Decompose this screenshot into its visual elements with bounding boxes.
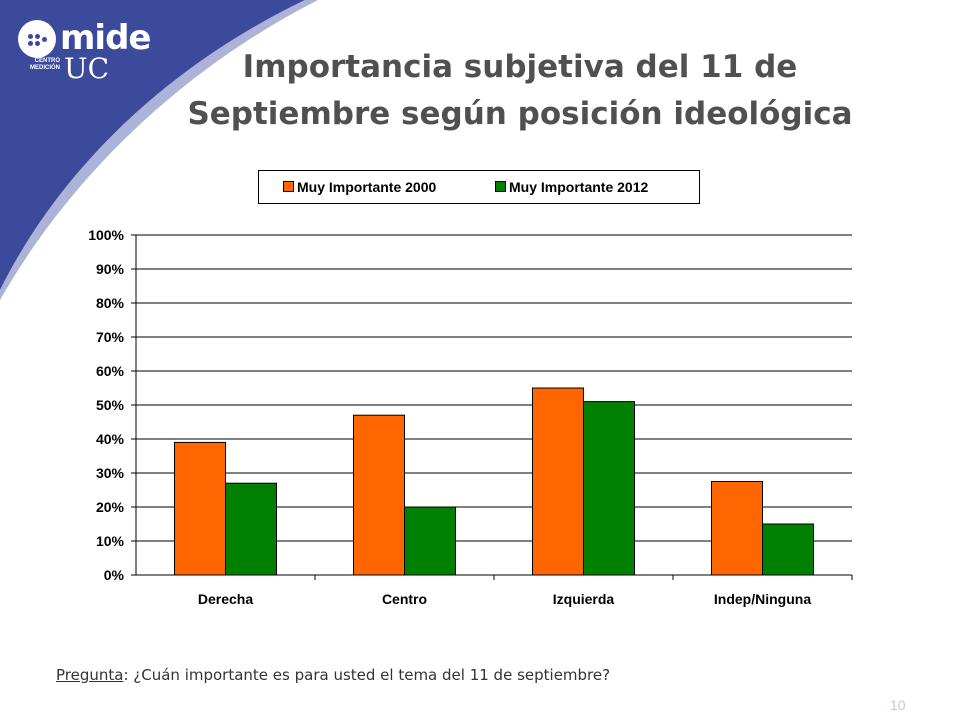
y-tick-label: 10% (96, 533, 125, 549)
legend-item-2012: Muy Importante 2012 (495, 179, 648, 195)
legend-swatch-2012 (495, 181, 506, 192)
bar-2012-izquierda (583, 401, 635, 576)
logo-dots-icon (18, 20, 56, 58)
y-tick-label: 20% (96, 499, 125, 515)
question-body: : ¿Cuán importante es para usted el tema… (123, 666, 611, 684)
y-tick-label: 70% (96, 329, 125, 345)
y-tick-label: 60% (96, 363, 125, 379)
bar-2000-indep-ninguna (711, 481, 763, 576)
y-tick-label: 40% (96, 431, 125, 447)
logo-word: mide (60, 18, 151, 58)
legend-swatch-2000 (283, 181, 294, 192)
question-label: Pregunta (56, 666, 124, 684)
logo-sub: CENTRO MEDICIÓN (30, 58, 60, 71)
bar-2012-centro (404, 506, 456, 576)
bar-2000-centro (353, 414, 405, 576)
y-tick-label: 100% (88, 227, 124, 243)
y-tick-label: 90% (96, 261, 125, 277)
bar-2000-izquierda (532, 387, 584, 576)
x-tick-label: Centro (382, 591, 427, 607)
legend-label-2000: Muy Importante 2000 (297, 179, 437, 195)
logo-uc: UC (64, 52, 110, 85)
page-number: 10 (890, 697, 906, 713)
corner-band (0, 0, 318, 300)
slide-title: Importancia subjetiva del 11 de Septiemb… (187, 49, 853, 132)
x-tick-label: Izquierda (553, 591, 615, 607)
x-tick-label: Indep/Ninguna (714, 591, 811, 607)
y-tick-label: 30% (96, 465, 125, 481)
bar-2012-derecha (225, 482, 277, 576)
y-tick-label: 50% (96, 397, 125, 413)
y-tick-label: 0% (104, 567, 125, 583)
mide-uc-logo: mide CENTRO MEDICIÓN UC (18, 18, 151, 85)
bar-2012-indep-ninguna (762, 523, 814, 576)
bar-2000-derecha (174, 441, 226, 576)
x-tick-label: Derecha (198, 591, 253, 607)
legend-item-2000: Muy Importante 2000 (283, 179, 436, 195)
chart-legend: Muy Importante 2000 Muy Importante 2012 (258, 170, 700, 204)
legend-label-2012: Muy Importante 2012 (509, 179, 649, 195)
question-text: Pregunta: ¿Cuán importante es para usted… (56, 666, 610, 684)
y-tick-label: 80% (96, 295, 125, 311)
